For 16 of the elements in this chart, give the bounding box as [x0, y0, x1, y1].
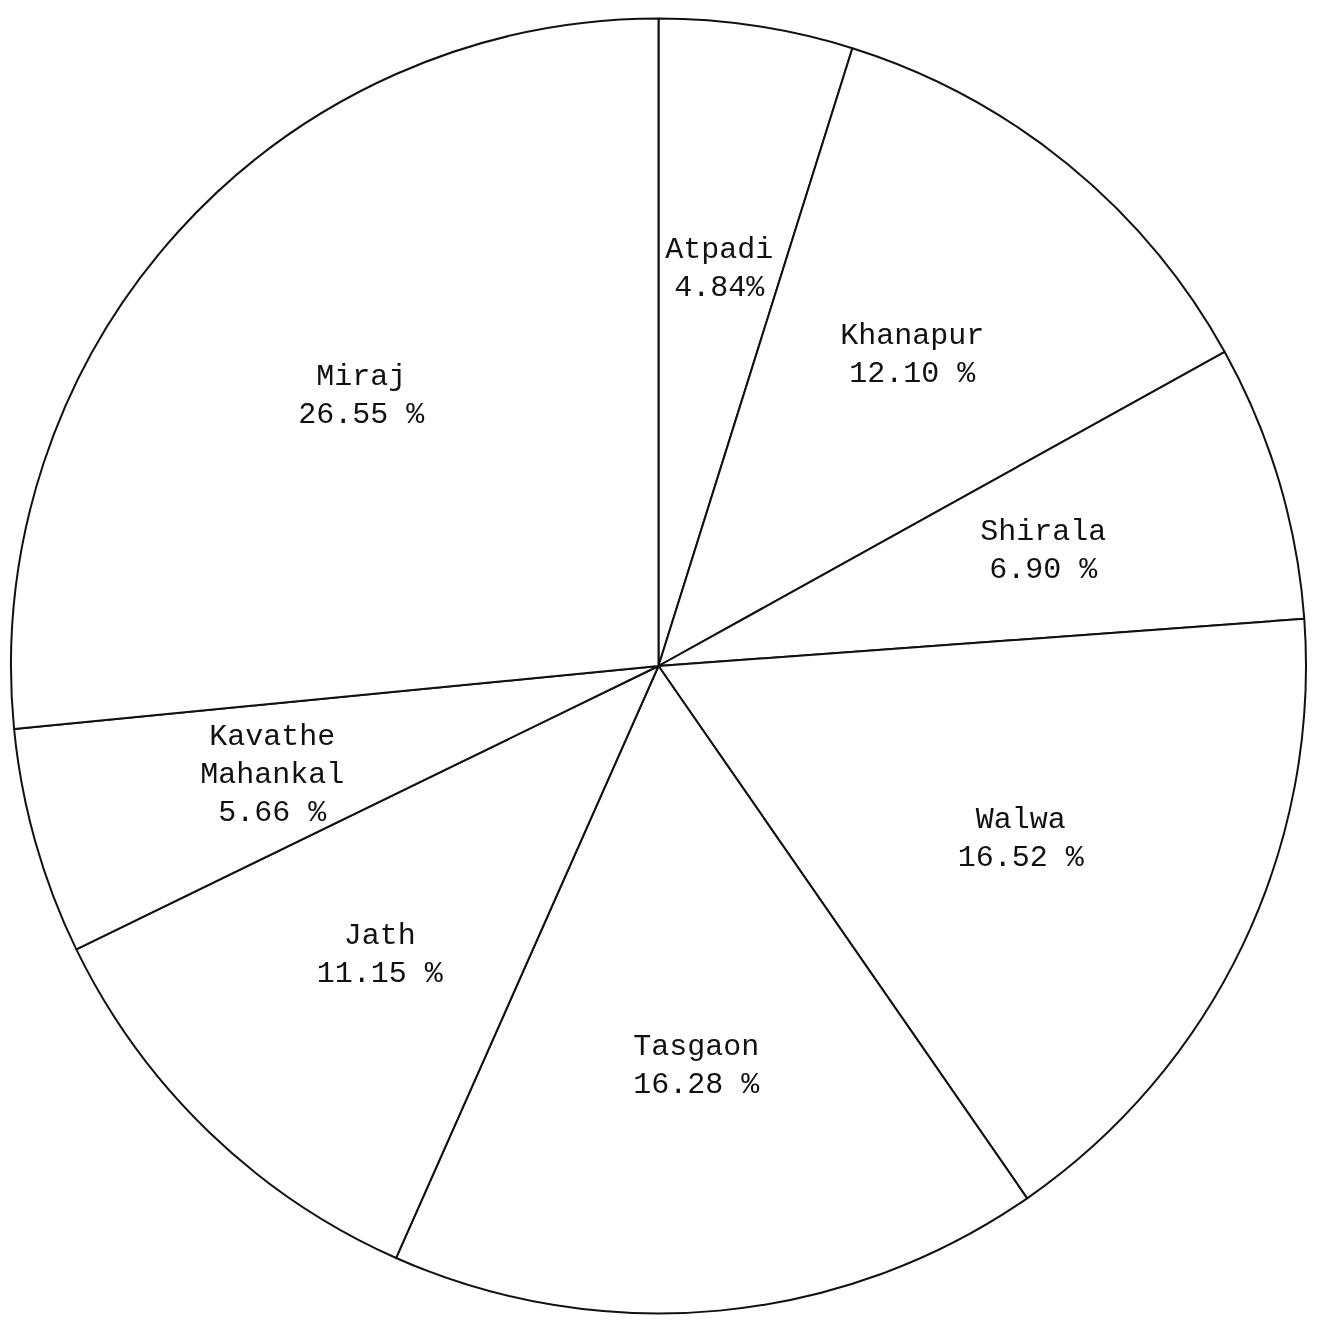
data-label: 26.55 % — [298, 398, 426, 433]
data-label: 12.10 % — [849, 356, 977, 391]
slice-label: Shirala — [980, 515, 1107, 550]
slice-label: Tasgaon — [633, 1029, 760, 1064]
data-label: 5.66 % — [218, 796, 328, 831]
slice-label: Jath — [343, 918, 416, 953]
data-label: 11.15 % — [316, 956, 444, 991]
slice-label: Khanapur — [840, 318, 985, 353]
slice-label: Miraj — [316, 360, 407, 395]
data-label: 6.90 % — [989, 553, 1099, 588]
slice-label: Kavathe Mahankal — [200, 720, 345, 793]
data-label: 16.52 % — [957, 841, 1085, 876]
data-label: 16.28 % — [633, 1067, 761, 1102]
data-label: 4.84% — [674, 271, 766, 306]
slice-label: Atpadi — [665, 233, 774, 268]
slice-label: Walwa — [975, 803, 1066, 838]
